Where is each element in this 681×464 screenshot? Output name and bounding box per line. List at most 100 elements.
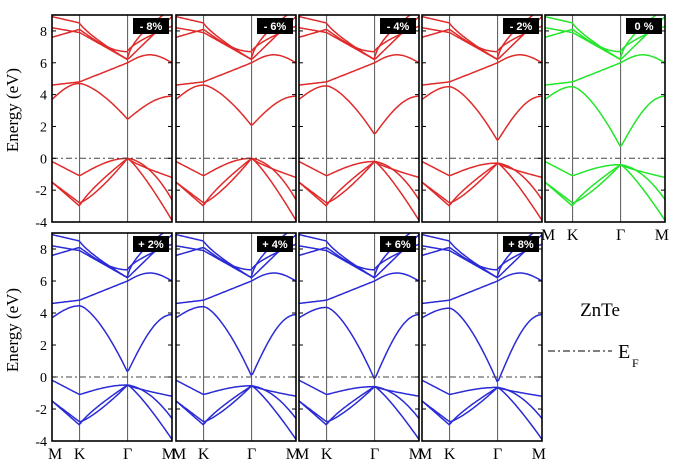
strain-label: - 2% — [510, 21, 533, 33]
panel-frame — [544, 14, 666, 223]
band-1 — [176, 158, 296, 204]
kpath-label: K — [198, 446, 210, 463]
band-7 — [545, 16, 665, 61]
band-5 — [52, 54, 172, 86]
band-7 — [52, 234, 172, 279]
y-tick-label: 6 — [40, 275, 47, 290]
panel-frame — [298, 14, 420, 223]
band-lines — [176, 233, 296, 440]
band-lines — [52, 233, 172, 440]
kpath-label: K — [74, 446, 86, 463]
band-7 — [299, 16, 419, 61]
y-tick-label: -2 — [35, 403, 47, 418]
strain-badge — [133, 236, 169, 252]
kpath-label: M — [541, 227, 555, 244]
band-5 — [545, 54, 665, 86]
band-1 — [176, 385, 296, 423]
y-tick-label: 2 — [40, 120, 47, 135]
band-3 — [299, 386, 419, 440]
band-2 — [545, 160, 665, 201]
strain-badge — [503, 236, 539, 252]
band-4 — [52, 305, 172, 372]
band-4 — [299, 85, 419, 135]
panel-frame — [421, 14, 543, 223]
panel-frame — [175, 232, 297, 442]
kpath-label: M — [409, 446, 423, 463]
y-tick-label: 6 — [40, 57, 47, 72]
kpath-label: Γ — [123, 446, 132, 463]
band-2 — [52, 157, 172, 201]
strain-label: + 6% — [385, 239, 411, 251]
band-5 — [176, 272, 296, 305]
band-4 — [176, 84, 296, 126]
band-2 — [176, 379, 296, 420]
strain-badge — [257, 236, 293, 252]
strain-label: + 2% — [138, 239, 164, 251]
panel-3: - 4% — [298, 14, 420, 223]
panel-frame — [51, 14, 173, 223]
y-tick-label: -4 — [35, 435, 47, 450]
kpath-label: Γ — [616, 227, 625, 244]
band-3 — [176, 385, 296, 440]
band-4 — [299, 306, 419, 380]
y-tick-label: -4 — [35, 216, 47, 231]
y-tick-label: 8 — [40, 243, 47, 258]
kpath-label: Γ — [247, 446, 256, 463]
band-5 — [299, 54, 419, 86]
band-4 — [422, 85, 542, 141]
band-3 — [52, 158, 172, 221]
band-5 — [299, 272, 419, 305]
band-lines — [299, 233, 419, 440]
band-1 — [422, 387, 542, 423]
panel-frame — [421, 232, 543, 442]
panel-frame — [51, 232, 173, 442]
panel-9: + 8%M K Γ M — [418, 232, 546, 463]
panel-2: - 6% — [175, 14, 297, 223]
band-1 — [299, 161, 419, 204]
band-lines — [176, 15, 296, 221]
panel-4: - 2% — [421, 14, 543, 223]
band-1 — [299, 386, 419, 423]
y-tick-label: 4 — [40, 89, 47, 104]
band-3 — [545, 164, 665, 221]
band-3 — [52, 384, 172, 440]
kpath-label: M — [286, 446, 300, 463]
band-1 — [52, 384, 172, 423]
strain-label: - 4% — [387, 21, 410, 33]
strain-label: 0 % — [635, 21, 654, 33]
y-tick-label: 4 — [40, 307, 47, 322]
y-tick-label: 8 — [40, 25, 47, 40]
kpath-label: M — [418, 446, 432, 463]
band-7 — [52, 16, 172, 61]
band-5 — [52, 272, 172, 305]
band-7 — [422, 16, 542, 61]
band-1 — [52, 158, 172, 204]
kpath-label: K — [321, 446, 333, 463]
strain-label: - 6% — [264, 21, 287, 33]
band-7 — [299, 234, 419, 279]
band-2 — [176, 157, 296, 201]
y-axis-label-bottom: Energy (eV) — [3, 288, 22, 372]
band-lines — [422, 233, 542, 440]
panel-5: 0 %M K Γ M — [541, 14, 669, 244]
fermi-legend-symbol: E — [618, 341, 630, 363]
band-2 — [422, 379, 542, 420]
y-tick-label: -2 — [35, 184, 47, 199]
kpath-label: K — [567, 227, 579, 244]
band-lines — [52, 15, 172, 221]
kpath-label: Γ — [370, 446, 379, 463]
band-5 — [422, 54, 542, 86]
strain-badge — [257, 18, 293, 34]
band-5 — [422, 272, 542, 305]
kpath-label: M — [48, 446, 62, 463]
strain-badge — [626, 18, 662, 34]
band-2 — [299, 379, 419, 420]
band-4 — [52, 82, 172, 120]
y-axis-label-top: Energy (eV) — [3, 68, 22, 152]
band-4 — [422, 307, 542, 383]
band-4 — [176, 305, 296, 376]
kpath-label: M — [295, 446, 309, 463]
band-2 — [299, 160, 419, 201]
